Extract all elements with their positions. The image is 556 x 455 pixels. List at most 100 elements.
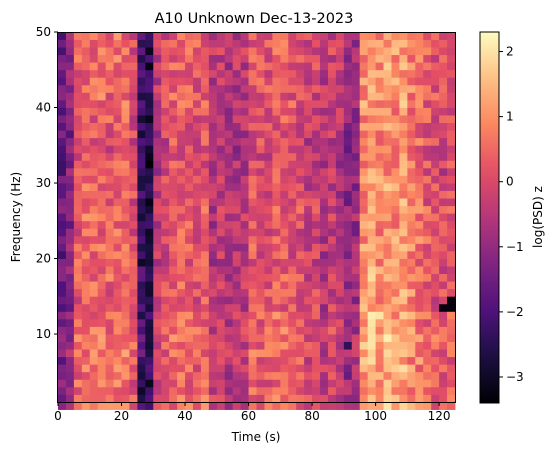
- heatmap-cell: [256, 99, 265, 108]
- heatmap-cell: [296, 379, 305, 388]
- heatmap-cell: [327, 258, 337, 267]
- heatmap-cell: [129, 311, 138, 320]
- heatmap-cell: [335, 69, 345, 78]
- heatmap-cell: [105, 394, 114, 403]
- heatmap-cell: [161, 394, 170, 403]
- heatmap-cell: [240, 152, 249, 161]
- heatmap-cell: [431, 220, 440, 229]
- heatmap-cell: [129, 386, 138, 395]
- heatmap-cell: [288, 213, 297, 222]
- heatmap-cell: [240, 356, 249, 365]
- heatmap-cell: [312, 379, 321, 388]
- heatmap-cell: [343, 341, 353, 350]
- heatmap-cell: [304, 107, 313, 116]
- heatmap-cell: [137, 250, 146, 259]
- heatmap-cell: [351, 190, 361, 199]
- heatmap-cell: [177, 137, 186, 146]
- heatmap-cell: [288, 130, 297, 139]
- heatmap-cell: [145, 281, 154, 290]
- heatmap-cell: [351, 47, 361, 56]
- heatmap-cell: [383, 228, 392, 237]
- heatmap-cell: [161, 183, 170, 191]
- heatmap-cell: [145, 84, 154, 93]
- heatmap-cell: [256, 137, 265, 146]
- heatmap-cell: [113, 175, 122, 184]
- heatmap-cell: [73, 69, 83, 78]
- heatmap-cell: [121, 334, 130, 342]
- heatmap-cell: [327, 296, 337, 305]
- heatmap-cell: [89, 281, 99, 290]
- heatmap-cell: [121, 250, 130, 259]
- heatmap-cell: [312, 296, 321, 305]
- heatmap-cell: [153, 122, 162, 131]
- heatmap-cell: [335, 32, 345, 40]
- heatmap-cell: [232, 190, 242, 199]
- heatmap-cell: [415, 39, 424, 48]
- heatmap-cell: [169, 243, 178, 252]
- heatmap-cell: [343, 379, 353, 388]
- heatmap-cell: [58, 334, 67, 342]
- heatmap-cell: [256, 250, 265, 259]
- heatmap-cell: [407, 77, 416, 86]
- heatmap-cell: [248, 273, 257, 282]
- heatmap-cell: [304, 402, 313, 410]
- heatmap-cell: [367, 394, 376, 403]
- heatmap-cell: [399, 288, 408, 297]
- heatmap-cell: [81, 266, 91, 275]
- heatmap-cell: [447, 92, 456, 101]
- heatmap-cell: [280, 356, 289, 365]
- heatmap-cell: [415, 364, 424, 373]
- heatmap-cell: [351, 77, 361, 86]
- heatmap-cell: [177, 303, 186, 312]
- heatmap-cell: [208, 190, 218, 199]
- heatmap-cell: [65, 386, 75, 395]
- heatmap-cell: [399, 303, 408, 312]
- heatmap-cell: [145, 122, 154, 131]
- heatmap-cell: [153, 386, 162, 395]
- heatmap-cell: [216, 137, 226, 146]
- heatmap-cell: [264, 152, 273, 161]
- heatmap-cell: [415, 235, 424, 244]
- heatmap-cell: [447, 379, 456, 388]
- heatmap-cell: [391, 137, 400, 146]
- heatmap-cell: [423, 250, 432, 259]
- heatmap-cell: [216, 402, 226, 410]
- heatmap-cell: [399, 386, 408, 395]
- heatmap-cell: [375, 190, 384, 199]
- heatmap-cell: [351, 326, 361, 335]
- heatmap-cell: [383, 183, 392, 191]
- heatmap-cell: [232, 235, 242, 244]
- heatmap-cell: [407, 137, 416, 146]
- heatmap-cell: [264, 258, 273, 267]
- heatmap-cell: [423, 213, 432, 222]
- heatmap-cell: [121, 266, 130, 275]
- heatmap-cell: [208, 145, 218, 154]
- heatmap-cell: [312, 122, 321, 131]
- heatmap-cell: [224, 303, 234, 312]
- heatmap-cell: [113, 62, 122, 71]
- heatmap-cell: [288, 107, 297, 116]
- heatmap-cell: [137, 356, 146, 365]
- heatmap-cell: [121, 386, 130, 395]
- heatmap-cell: [288, 62, 297, 71]
- heatmap-cell: [161, 326, 170, 335]
- heatmap-cell: [81, 356, 91, 365]
- heatmap-cell: [89, 250, 99, 259]
- heatmap-cell: [343, 371, 353, 380]
- heatmap-cell: [320, 137, 329, 146]
- heatmap-cell: [65, 220, 75, 229]
- heatmap-cell: [407, 205, 416, 214]
- heatmap-cell: [312, 266, 321, 275]
- heatmap-cell: [375, 175, 384, 184]
- heatmap-cell: [256, 183, 265, 191]
- heatmap-cell: [161, 386, 170, 395]
- heatmap-cell: [343, 205, 353, 214]
- heatmap-cell: [343, 273, 353, 282]
- heatmap-cell: [335, 281, 345, 290]
- heatmap-cell: [399, 122, 408, 131]
- heatmap-cell: [192, 92, 202, 101]
- heatmap-cell: [200, 175, 210, 184]
- heatmap-cell: [304, 167, 313, 176]
- heatmap-cell: [351, 99, 361, 108]
- heatmap-cell: [192, 334, 202, 342]
